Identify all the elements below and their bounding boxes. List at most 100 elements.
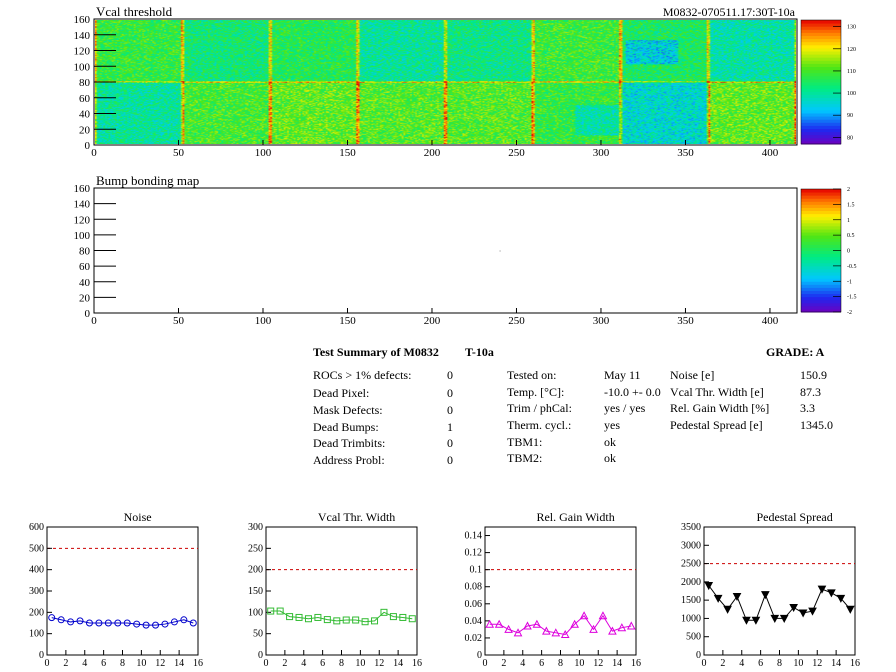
defect-value: 0: [447, 403, 453, 417]
colorbar-cell: [801, 265, 841, 270]
colorbar-tick-label: 0: [847, 249, 850, 255]
defect-label: Mask Defects:: [313, 403, 383, 417]
condition-label: TBM2:: [507, 451, 543, 465]
colorbar-cell: [801, 113, 841, 117]
colorbar-cell: [801, 41, 841, 46]
x-tick-label: 4: [82, 658, 87, 669]
colorbar-cell: [801, 241, 841, 245]
plot-frame: [46, 526, 199, 656]
x-tick-label: 2: [282, 658, 287, 669]
data-point: [295, 613, 303, 621]
series-line: [51, 617, 194, 626]
colorbar-cell: [801, 198, 841, 202]
colorbar-cell: [801, 302, 841, 307]
y-tick-label: 140: [74, 199, 91, 211]
colorbar-cell: [801, 262, 841, 267]
y-tick-label: 100: [74, 61, 91, 73]
y-tick-label: 80: [79, 77, 91, 89]
data-point: [267, 607, 275, 615]
metric-value: 87.3: [800, 385, 821, 399]
defect-label: Dead Pixel:: [313, 386, 370, 400]
colorbar-cell: [801, 82, 841, 86]
data-point: [742, 616, 751, 625]
y-tick-label: 300: [248, 522, 263, 533]
plot-title: Pedestal Spread: [756, 510, 832, 524]
metric-label: Rel. Gain Width [%]: [670, 401, 770, 415]
y-tick-label: 600: [29, 522, 44, 533]
colorbar-cell: [801, 125, 841, 129]
y-tick-label: 250: [248, 543, 263, 554]
colorbar-cell: [801, 106, 841, 111]
data-point: [361, 618, 369, 626]
x-tick-label: 0: [702, 658, 707, 669]
x-tick-label: 4: [739, 658, 744, 669]
colorbar-cell: [801, 228, 841, 233]
x-tick-label: 14: [612, 658, 622, 669]
x-tick-label: 8: [120, 658, 125, 669]
data-point: [189, 619, 197, 627]
summary-temp-label: T-10a: [465, 345, 494, 359]
colorbar-tick-label: 130: [847, 25, 856, 31]
condition-value: yes / yes: [604, 401, 646, 415]
data-point: [761, 591, 770, 600]
colorbar-tick-label: 110: [847, 69, 856, 75]
threshold-heatmap-cells: [95, 20, 796, 144]
x-tick-label: 10: [793, 658, 803, 669]
colorbar-cell: [801, 94, 841, 98]
data-point: [286, 613, 294, 621]
defect-value: 0: [447, 436, 453, 450]
colorbar-cell: [801, 287, 841, 291]
y-tick-label: 40: [79, 277, 91, 289]
data-point: [798, 609, 808, 618]
x-tick-label: 6: [101, 658, 106, 669]
x-tick-label: 0: [45, 658, 50, 669]
defect-label: Dead Trimbits:: [313, 436, 386, 450]
colorbar-cell: [801, 54, 841, 58]
y-tick-label: 150: [248, 586, 263, 597]
data-point: [560, 629, 570, 639]
colorbar-cell: [801, 35, 841, 40]
x-tick-label: 50: [173, 147, 185, 159]
colorbar-cell: [801, 63, 841, 67]
x-tick-label: 8: [339, 658, 344, 669]
colorbar-cell: [801, 210, 841, 215]
colorbar-cell: [801, 216, 841, 221]
data-point: [589, 624, 598, 633]
x-tick-label: 8: [777, 658, 782, 669]
colorbar-cell: [801, 29, 841, 33]
x-tick-label: 350: [677, 147, 694, 159]
y-tick-label: 40: [79, 109, 91, 121]
series-line: [270, 610, 413, 623]
data-point: [371, 617, 379, 625]
data-point: [579, 611, 589, 620]
colorbar-cell: [801, 308, 841, 313]
data-point: [304, 615, 312, 623]
defect-label: ROCs > 1% defects:: [313, 368, 412, 382]
data-point: [48, 614, 56, 622]
plot-title: Rel. Gain Width: [536, 510, 614, 524]
colorbar-cell: [801, 293, 841, 298]
y-tick-label: 0: [258, 650, 263, 661]
data-point: [836, 594, 846, 603]
colorbar-cell: [801, 26, 841, 30]
y-tick-label: 140: [74, 30, 91, 42]
defect-value: 0: [447, 368, 453, 382]
colorbar-cell: [801, 275, 841, 279]
data-point: [732, 592, 742, 602]
data-point: [170, 618, 178, 626]
y-tick-label: 0.06: [465, 599, 483, 610]
data-point: [342, 616, 350, 624]
x-tick-label: 150: [339, 147, 356, 159]
colorbar-cell: [801, 299, 841, 304]
y-tick-label: 300: [29, 586, 44, 597]
condition-label: Therm. cycl.:: [507, 418, 572, 432]
x-tick-label: 16: [193, 658, 203, 669]
colorbar-cell: [801, 119, 841, 123]
x-tick-label: 100: [255, 315, 272, 327]
data-point: [626, 621, 636, 630]
y-tick-label: 160: [74, 183, 91, 195]
colorbar-cell: [801, 47, 841, 52]
metric-value: 1345.0: [800, 418, 833, 432]
y-tick-label: 60: [79, 261, 91, 273]
